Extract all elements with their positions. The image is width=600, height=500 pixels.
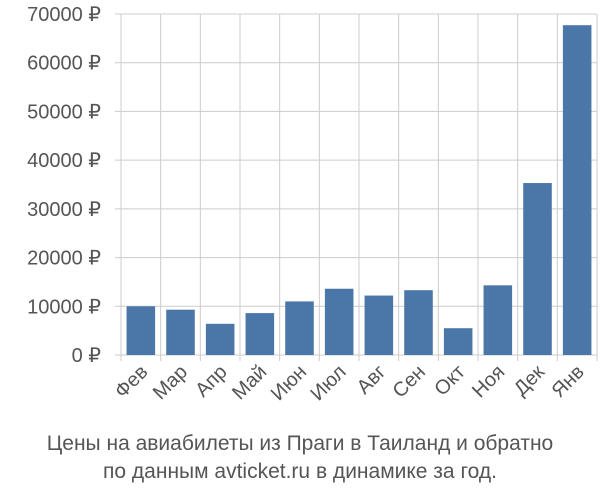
bar-10 xyxy=(523,183,552,355)
bar-11 xyxy=(562,25,592,356)
x-tick-label: Янв xyxy=(548,361,589,402)
x-tick-label: Авг xyxy=(353,361,391,399)
bar-3 xyxy=(245,313,275,355)
grid xyxy=(115,13,598,361)
x-tick-label: Фев xyxy=(111,361,153,403)
y-tick-label: 20000 ₽ xyxy=(27,248,101,270)
x-tick-label: Июл xyxy=(306,361,350,405)
y-tick-label: 10000 ₽ xyxy=(27,296,101,318)
y-tick-label: 60000 ₽ xyxy=(27,53,101,75)
chart-caption: Цены на авиабилеты из Праги в Таиланд и … xyxy=(0,430,600,486)
bar-4 xyxy=(285,301,314,355)
bar-9 xyxy=(483,285,513,355)
y-tick-label: 40000 ₽ xyxy=(27,150,101,172)
bar-2 xyxy=(205,323,235,355)
caption-line-1: Цены на авиабилеты из Праги в Таиланд и … xyxy=(46,432,554,455)
bar-1 xyxy=(166,309,195,355)
x-tick-label: Ноя xyxy=(468,361,509,402)
x-tick-label: Окт xyxy=(430,361,469,400)
bar-8 xyxy=(443,328,473,355)
y-tick-label: 0 ₽ xyxy=(72,345,102,367)
x-tick-label: Май xyxy=(228,361,271,404)
bar-5 xyxy=(324,288,354,355)
bar-7 xyxy=(404,290,433,355)
x-tick-label: Дек xyxy=(510,361,549,400)
caption-line-2: по данным avticket.ru в динамике за год. xyxy=(103,460,497,483)
x-tick-label: Мар xyxy=(149,361,192,404)
bar-6 xyxy=(364,295,394,355)
y-tick-label: 50000 ₽ xyxy=(27,101,101,123)
bars xyxy=(126,25,592,356)
price-chart: 0 ₽ 10000 ₽ 20000 ₽ 30000 ₽ 40000 ₽ 50000 ₽ 60… xyxy=(27,4,598,405)
x-tick-label: Сен xyxy=(389,361,430,402)
y-tick-label: 30000 ₽ xyxy=(27,199,101,221)
x-tick-label: Июн xyxy=(267,361,311,405)
x-tick-label: Апр xyxy=(191,361,232,402)
bar-0 xyxy=(126,306,156,355)
y-tick-label: 70000 ₽ xyxy=(27,4,101,26)
